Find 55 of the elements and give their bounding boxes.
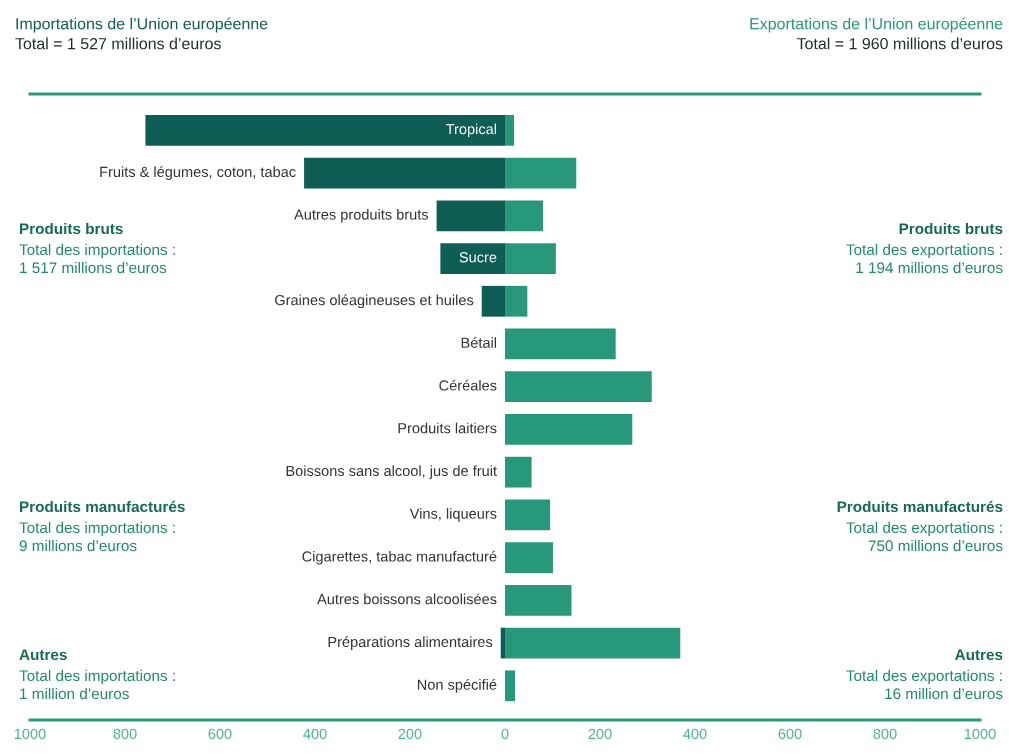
annotation: Produits bruts Total des exportations : 1 194 millions d’euros — [846, 222, 1003, 274]
annotation: Produits manufacturés Total des exportations : 750 millions d’euros — [837, 500, 1003, 552]
text: Importations de l’Union européenne — [16, 17, 268, 33]
x-tick-label: 200 — [588, 728, 612, 740]
bar — [505, 157, 577, 189]
text: Total = 1 960 millions d’euros — [796, 37, 1003, 50]
y-tick-label: Produits laitiers — [398, 422, 497, 434]
y-tick-label: Autres produits bruts — [294, 208, 429, 223]
annotation: Autres Total des exportations : 16 million d’euros — [846, 649, 1003, 700]
bar — [505, 200, 543, 232]
x-tick-label: 800 — [113, 728, 137, 740]
bar — [505, 670, 515, 702]
bar — [505, 584, 572, 616]
bar — [505, 456, 532, 488]
x-tick-label: 400 — [303, 728, 327, 740]
y-tick-label: Préparations alimentaires — [328, 636, 493, 650]
x-tick-label: 1000 — [14, 728, 46, 740]
bar — [505, 627, 681, 659]
bar — [304, 157, 505, 189]
x-tick-label: 800 — [873, 728, 897, 740]
y-tick-label: Cigarettes, tabac manufacturé — [302, 550, 497, 565]
annotation: Produits manufacturés Total des importations : 9 millions d’euros — [19, 500, 185, 552]
y-tick-label: Tropical — [446, 123, 497, 138]
y-tick-label: Vins, liqueurs — [409, 508, 497, 522]
x-tick-label: 400 — [683, 728, 707, 740]
annotation: Produits bruts Total des importations : 1 517 millions d’euros — [19, 222, 175, 274]
text: Exportations de l’Union européenne — [750, 17, 1003, 33]
y-tick-label: Fruits & légumes, coton, tabac — [100, 166, 296, 180]
y-tick-label: Boissons sans alcool, jus de fruit — [286, 465, 497, 479]
bar — [436, 200, 505, 232]
y-tick-label: Céréales — [439, 379, 497, 391]
bar — [505, 499, 551, 531]
x-tick-label: 600 — [208, 728, 232, 740]
bar — [505, 243, 556, 274]
text: Total = 1 527 millions d’euros — [15, 37, 221, 50]
x-tick-label: 0 — [501, 728, 509, 740]
bar — [505, 328, 616, 360]
x-tick-label: 1000 — [964, 728, 996, 740]
bar — [500, 627, 505, 659]
bar — [481, 285, 505, 317]
bar — [505, 285, 528, 317]
bar — [505, 414, 633, 445]
annotation: Autres Total des importations : 1 million d’euros — [19, 649, 175, 700]
y-tick-label: Graines oléagineuses et huiles — [275, 294, 474, 309]
bar — [505, 114, 515, 146]
bar — [440, 243, 505, 274]
y-tick-label: Non spécifié — [417, 678, 497, 693]
bar — [505, 542, 553, 574]
bar — [145, 114, 505, 146]
y-tick-label: Bétail — [461, 337, 497, 348]
y-tick-label: Sucre — [459, 252, 497, 263]
x-tick-label: 200 — [398, 728, 422, 740]
bar — [505, 371, 652, 403]
y-tick-label: Autres boissons alcoolisées — [317, 593, 497, 605]
x-tick-label: 600 — [778, 728, 802, 740]
